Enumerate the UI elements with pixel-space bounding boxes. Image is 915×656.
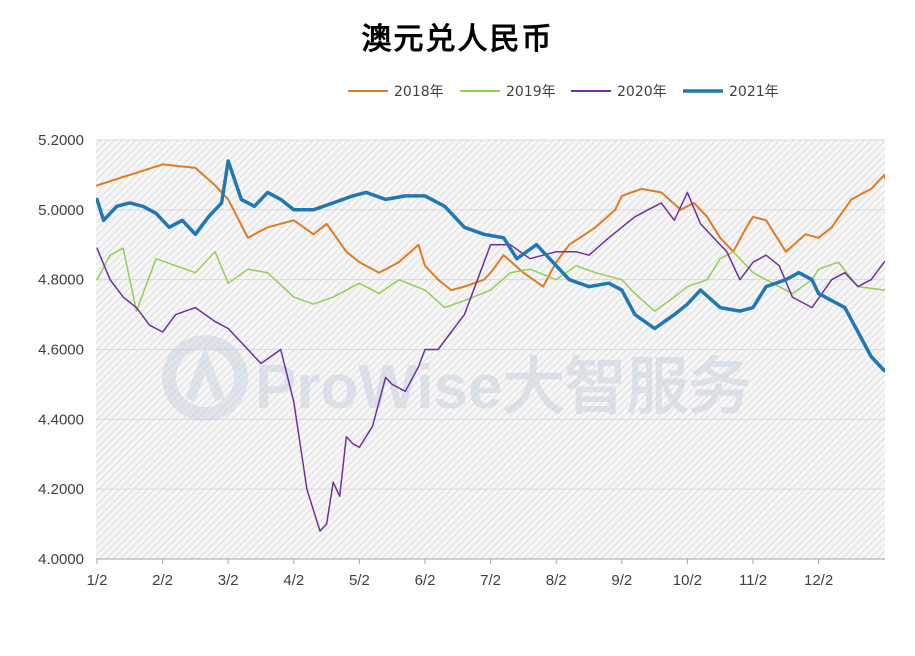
y-tick-label: 4.6000 [38,342,84,359]
x-tick-label: 4/2 [283,572,304,589]
legend-label: 2021年 [729,84,779,100]
series-line-2020年 [96,191,885,532]
series-line-2018年 [96,163,885,292]
x-tick-label: 12/2 [804,572,833,589]
x-tick-label: 9/2 [611,572,632,589]
y-tick-label: 4.8000 [38,272,84,289]
x-tick-label: 10/2 [673,572,702,589]
legend-label: 2018年 [394,84,444,100]
x-tick-label: 5/2 [349,572,370,589]
legend-label: 2020年 [617,84,667,100]
legend-label: 2019年 [506,84,556,100]
y-tick-label: 5.2000 [38,132,84,149]
x-tick-label: 6/2 [415,572,436,589]
series-line-2021年 [96,159,885,373]
y-axis: 5.2000 5.0000 4.8000 4.6000 4.4000 4.2000 4.00… [38,132,84,568]
y-tick-label: 4.2000 [38,481,84,498]
watermark-logo [162,335,248,421]
x-tick-label: 11/2 [739,572,767,589]
x-tick-label: 2/2 [152,572,173,589]
x-tick-label: 7/2 [480,572,501,589]
x-tick-label: 3/2 [218,572,239,589]
watermark-text: ProWise大智服务 [255,353,751,422]
x-axis: 1/2 2/2 3/2 4/2 5/2 6/2 7/2 8/2 9/2 10/2 11/2 12/2 [87,559,833,589]
series-layer [96,159,885,532]
chart-title: 澳元兑人民币 [361,22,554,57]
x-tick-label: 8/2 [546,572,567,589]
y-tick-label: 4.0000 [38,551,84,568]
legend: 2018年 2019年 2020年 2021年 [348,84,779,100]
series-line-2019年 [96,247,885,312]
x-tick-label: 1/2 [87,572,108,589]
y-tick-label: 5.0000 [38,202,84,219]
y-tick-label: 4.4000 [38,411,84,428]
